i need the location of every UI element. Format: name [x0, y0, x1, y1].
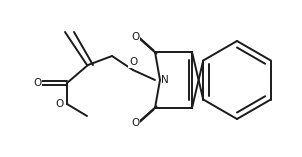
Text: O: O	[56, 99, 64, 109]
Text: O: O	[33, 78, 41, 88]
Text: N: N	[161, 75, 169, 85]
Text: O: O	[131, 32, 139, 42]
Text: O: O	[129, 57, 137, 67]
Text: O: O	[131, 118, 139, 128]
